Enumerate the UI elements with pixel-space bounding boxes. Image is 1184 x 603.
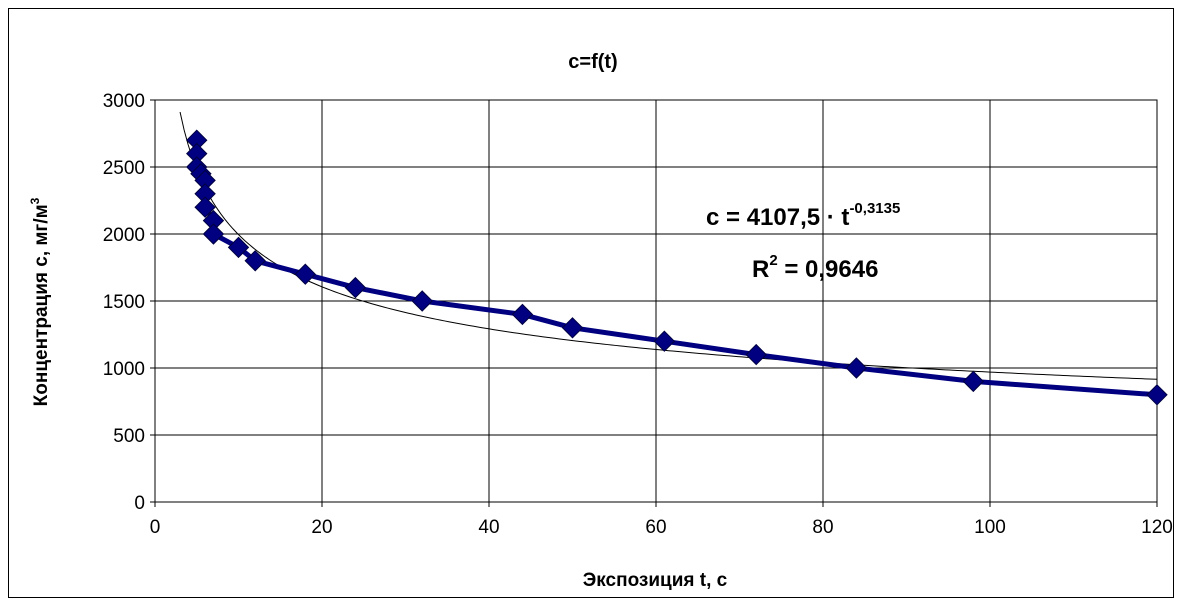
data-point-marker	[511, 303, 534, 326]
r-squared-r: R	[752, 256, 769, 283]
chart-title: c=f(t)	[568, 51, 617, 73]
x-tick-label: 40	[478, 517, 499, 538]
chart-frame	[8, 8, 1174, 598]
y-tick-label: 500	[113, 426, 145, 447]
x-tick-label: 0	[150, 517, 161, 538]
equation-main: c = 4107,5 · t	[706, 204, 849, 231]
data-point-marker	[227, 236, 250, 259]
y-tick-label: 3000	[103, 91, 145, 112]
data-point-marker	[845, 357, 868, 379]
y-tick-label: 1500	[103, 292, 145, 313]
data-point-marker	[411, 290, 433, 312]
series-group	[186, 129, 1168, 406]
x-tick-label: 120	[1141, 517, 1173, 538]
data-point-marker	[653, 330, 676, 352]
data-point-marker	[962, 370, 985, 393]
x-tick-label: 100	[974, 517, 1006, 538]
y-axis-label: Концентрация с, мг/м3	[28, 197, 52, 406]
data-point-marker	[194, 196, 216, 218]
data-point-marker	[344, 276, 367, 299]
r-squared-value: = 0,9646	[778, 256, 879, 283]
x-tick-label: 20	[311, 517, 332, 538]
data-point-marker	[1146, 384, 1168, 406]
y-tick-label: 1000	[103, 359, 145, 380]
x-axis-ticks: 0 20 40 60 80 100 120	[150, 502, 1173, 538]
equation-annotation: c = 4107,5 · t-0,3135	[706, 200, 900, 231]
x-tick-label: 80	[812, 517, 833, 538]
data-point-marker	[244, 250, 266, 272]
equation-exponent: -0,3135	[849, 200, 900, 217]
y-tick-label: 2500	[103, 158, 145, 179]
x-tick-label: 60	[645, 517, 666, 538]
r-squared-annotation: R2 = 0,9646	[752, 252, 878, 283]
power-trendline	[179, 111, 1158, 380]
data-point-marker	[202, 223, 225, 245]
r-squared-superscript: 2	[769, 252, 777, 269]
data-point-marker	[561, 317, 584, 339]
data-point-marker	[294, 263, 317, 285]
trendline-group	[179, 111, 1158, 380]
series-line	[194, 140, 1158, 398]
y-axis-ticks: 0 500 1000 1500 2000 2500 3000	[103, 91, 155, 514]
x-axis-label: Экспозиция t, c	[583, 570, 728, 591]
data-point-marker	[745, 343, 767, 366]
y-axis-label-main: Концентрация с, мг/м	[31, 204, 52, 406]
y-axis-label-superscript: 3	[28, 197, 42, 204]
grid-lines	[154, 99, 1158, 503]
y-tick-label: 0	[134, 493, 145, 514]
y-tick-label: 2000	[103, 225, 145, 246]
